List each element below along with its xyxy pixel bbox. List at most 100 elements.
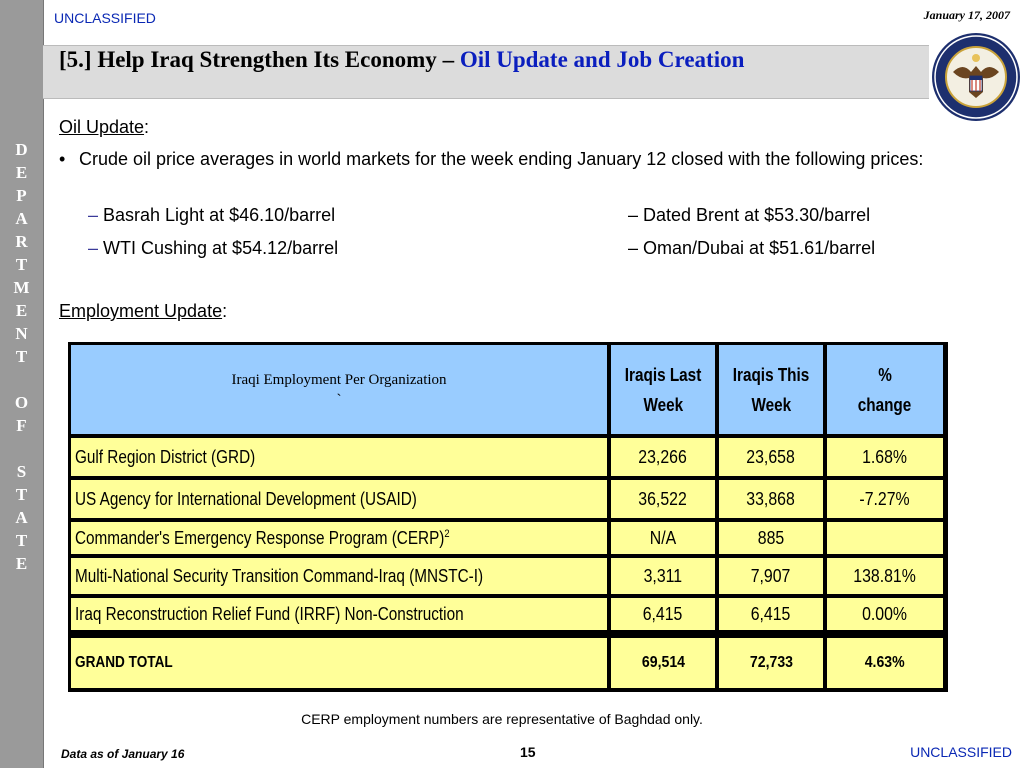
sidebar-letter: A (15, 209, 28, 228)
title-main: [5.] Help Iraq Strengthen Its Economy (59, 47, 437, 72)
row-last-value: 6,415 (643, 603, 683, 624)
row-pct-value: 138.81% (853, 565, 917, 586)
header-last-week: Iraqis Last Week (611, 345, 715, 434)
header-tick: ` (336, 391, 342, 408)
sidebar-letter: D (15, 140, 28, 159)
row-org: Commander's Emergency Response Program (… (75, 528, 450, 549)
sidebar-letter: E (15, 163, 28, 182)
sidebar-letter: N (15, 324, 28, 343)
oil-heading: Oil Update: (59, 117, 150, 137)
cerp-footnote: CERP employment numbers are representati… (301, 711, 703, 727)
grand-total-last-value: 69,514 (641, 654, 685, 671)
row-last-value: 23,266 (638, 446, 688, 467)
grand-total-pct: 4.63% (827, 638, 943, 688)
classification-top: UNCLASSIFIED (54, 10, 156, 26)
row-pct: -7.27% (827, 480, 943, 518)
data-as-of: Data as of January 16 (61, 747, 185, 761)
header-pct-line1: % (878, 364, 892, 385)
row-last-value: 36,522 (638, 488, 688, 509)
row-org: US Agency for International Development … (75, 488, 417, 509)
table-row: Gulf Region District (GRD) (71, 438, 607, 476)
sidebar-letter: R (15, 232, 28, 251)
header-last-line2: Week (643, 394, 683, 415)
row-org: Iraq Reconstruction Relief Fund (IRRF) N… (75, 603, 464, 624)
sidebar-letter: E (15, 554, 28, 573)
grand-total-this-value: 72,733 (749, 654, 793, 671)
header-org-text: Iraqi Employment Per Organization (231, 371, 447, 388)
grand-total-pct-value: 4.63% (865, 654, 905, 671)
row-org-text: Commander's Emergency Response Program (… (75, 527, 445, 548)
row-pct-value: 1.68% (862, 446, 908, 467)
row-this-value: 33,868 (746, 488, 796, 509)
page-number: 15 (520, 744, 536, 760)
row-pct: 0.00% (827, 598, 943, 630)
grand-total-label: GRAND TOTAL (75, 654, 173, 671)
page-title: [5.] Help Iraq Strengthen Its Economy – … (59, 47, 849, 73)
table-row: US Agency for International Development … (71, 480, 607, 518)
sidebar-letter: P (16, 186, 27, 205)
row-org: Multi-National Security Transition Comma… (75, 565, 484, 586)
price-basrah: – Basrah Light at $46.10/barrel (88, 205, 336, 225)
sidebar-letter: A (15, 508, 28, 527)
sidebar-letter: S (16, 462, 27, 481)
row-last-value: N/A (649, 527, 677, 548)
row-last: 6,415 (611, 598, 715, 630)
title-accent: Oil Update and Job Creation (459, 47, 745, 72)
left-sidebar: D E P A R T M E N T O F S T A T E (0, 0, 44, 768)
row-pct: 1.68% (827, 438, 943, 476)
grand-total-this: 72,733 (719, 638, 823, 688)
row-this: 23,658 (719, 438, 823, 476)
row-org: Gulf Region District (GRD) (75, 446, 256, 467)
row-this-value: 885 (757, 527, 785, 548)
sidebar-letter: T (15, 347, 28, 366)
header-pct-line2: change (858, 394, 912, 415)
sidebar-letter: F (16, 416, 27, 435)
bullet-dot: • (59, 149, 66, 169)
row-pct-value: 0.00% (862, 603, 908, 624)
sidebar-letter: T (15, 485, 28, 504)
slide-date: January 17, 2007 (923, 8, 1010, 22)
header-pct-change: % change (827, 345, 943, 434)
table-row: Multi-National Security Transition Comma… (71, 558, 607, 594)
price-basrah-text: Basrah Light at $46.10/barrel (103, 205, 336, 225)
employment-heading: Employment Update: (59, 301, 228, 321)
row-last: 23,266 (611, 438, 715, 476)
row-pct-value: -7.27% (859, 488, 911, 509)
header-this-week: Iraqis This Week (719, 345, 823, 434)
employment-table: Iraqi Employment Per Organization ` Iraq… (68, 342, 948, 692)
sidebar-letter: M (13, 278, 30, 297)
table-row: Iraq Reconstruction Relief Fund (IRRF) N… (71, 598, 607, 630)
classification-bottom: UNCLASSIFIED (910, 744, 1012, 760)
row-this-value: 6,415 (751, 603, 791, 624)
sidebar-letter: T (15, 255, 28, 274)
price-wti-text: WTI Cushing at $54.12/barrel (103, 238, 339, 258)
title-separator: – (436, 47, 460, 72)
price-oman: – Oman/Dubai at $51.61/barrel (628, 238, 876, 258)
row-this: 885 (719, 522, 823, 554)
row-pct (827, 522, 943, 554)
row-this: 6,415 (719, 598, 823, 630)
row-this-value: 7,907 (751, 565, 791, 586)
sidebar-letter: O (14, 393, 29, 412)
header-organization: Iraqi Employment Per Organization ` (71, 345, 607, 434)
oil-heading-text: Oil Update (59, 117, 145, 137)
price-wti: – WTI Cushing at $54.12/barrel (88, 238, 339, 258)
row-this: 33,868 (719, 480, 823, 518)
table-row: Commander's Emergency Response Program (… (71, 522, 607, 554)
grand-total-last: 69,514 (611, 638, 715, 688)
row-last: 36,522 (611, 480, 715, 518)
sidebar-letter: T (15, 531, 28, 550)
grand-total-row: GRAND TOTAL (71, 638, 607, 688)
department-of-state-seal-icon (932, 33, 1020, 121)
oil-bullet-text: Crude oil price averages in world market… (79, 149, 924, 169)
header-this-line1: Iraqis This (732, 364, 810, 385)
sidebar-letter: E (15, 301, 28, 320)
row-last: N/A (611, 522, 715, 554)
employment-heading-text: Employment Update (59, 301, 223, 321)
row-this: 7,907 (719, 558, 823, 594)
price-brent: – Dated Brent at $53.30/barrel (628, 205, 871, 225)
row-last: 3,311 (611, 558, 715, 594)
title-band (43, 45, 929, 99)
header-this-line2: Week (751, 394, 791, 415)
row-footnote-mark: 2 (444, 527, 450, 540)
